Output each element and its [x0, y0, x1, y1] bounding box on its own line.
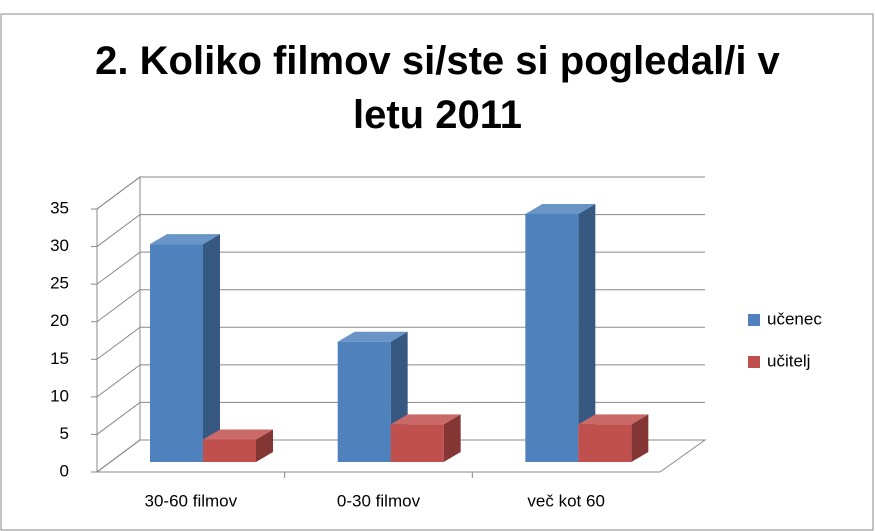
grid-line	[96, 289, 705, 323]
y-tick-label: 10	[50, 386, 69, 405]
grid-line	[96, 401, 705, 435]
bar-face	[578, 414, 649, 425]
bar-face	[443, 414, 461, 462]
bar-face	[337, 331, 408, 342]
bar-face	[203, 429, 273, 440]
chart-title: 2. Koliko filmov si/ste si pogledal/i v …	[95, 39, 780, 137]
bar-face	[525, 204, 596, 215]
y-tick-label: 25	[50, 274, 69, 293]
grid-line	[96, 176, 705, 210]
x-tick-label: več kot 60	[527, 491, 605, 510]
chart-border	[0, 13, 874, 531]
y-tick-label: 15	[50, 349, 69, 368]
grid-line	[96, 251, 705, 285]
bar-face	[150, 244, 203, 462]
legend-label: učenec	[767, 309, 822, 328]
bar	[390, 414, 461, 462]
grid-line	[96, 364, 705, 398]
bar-face	[578, 204, 596, 462]
x-tick-label: 0-30 filmov	[337, 491, 421, 510]
bar-face	[337, 341, 391, 462]
grid-line	[96, 214, 705, 247]
axis-wall	[96, 176, 141, 473]
legend-label: učitelj	[767, 351, 810, 370]
grid-line	[96, 439, 705, 473]
legend-swatch	[748, 314, 760, 326]
y-tick-label: 5	[60, 424, 69, 443]
bar-face	[390, 414, 461, 425]
bar-face	[390, 424, 444, 462]
bar-face	[631, 414, 649, 462]
y-tick-label: 30	[50, 236, 69, 255]
y-tick-label: 20	[50, 311, 69, 330]
bar-face	[203, 439, 256, 462]
y-tick-label: 35	[50, 198, 69, 217]
bar	[150, 234, 220, 462]
grid-line	[96, 326, 705, 360]
bar-face	[256, 429, 273, 462]
bar	[578, 414, 649, 462]
bar	[525, 204, 596, 462]
x-tick-label: 30-60 filmov	[145, 491, 238, 510]
bar-face	[525, 214, 579, 462]
bar	[203, 429, 273, 462]
bar-face	[150, 234, 220, 245]
bar-face	[203, 234, 220, 462]
bar-face	[578, 424, 632, 462]
y-tick-label: 0	[60, 461, 69, 480]
legend-swatch	[748, 356, 760, 368]
